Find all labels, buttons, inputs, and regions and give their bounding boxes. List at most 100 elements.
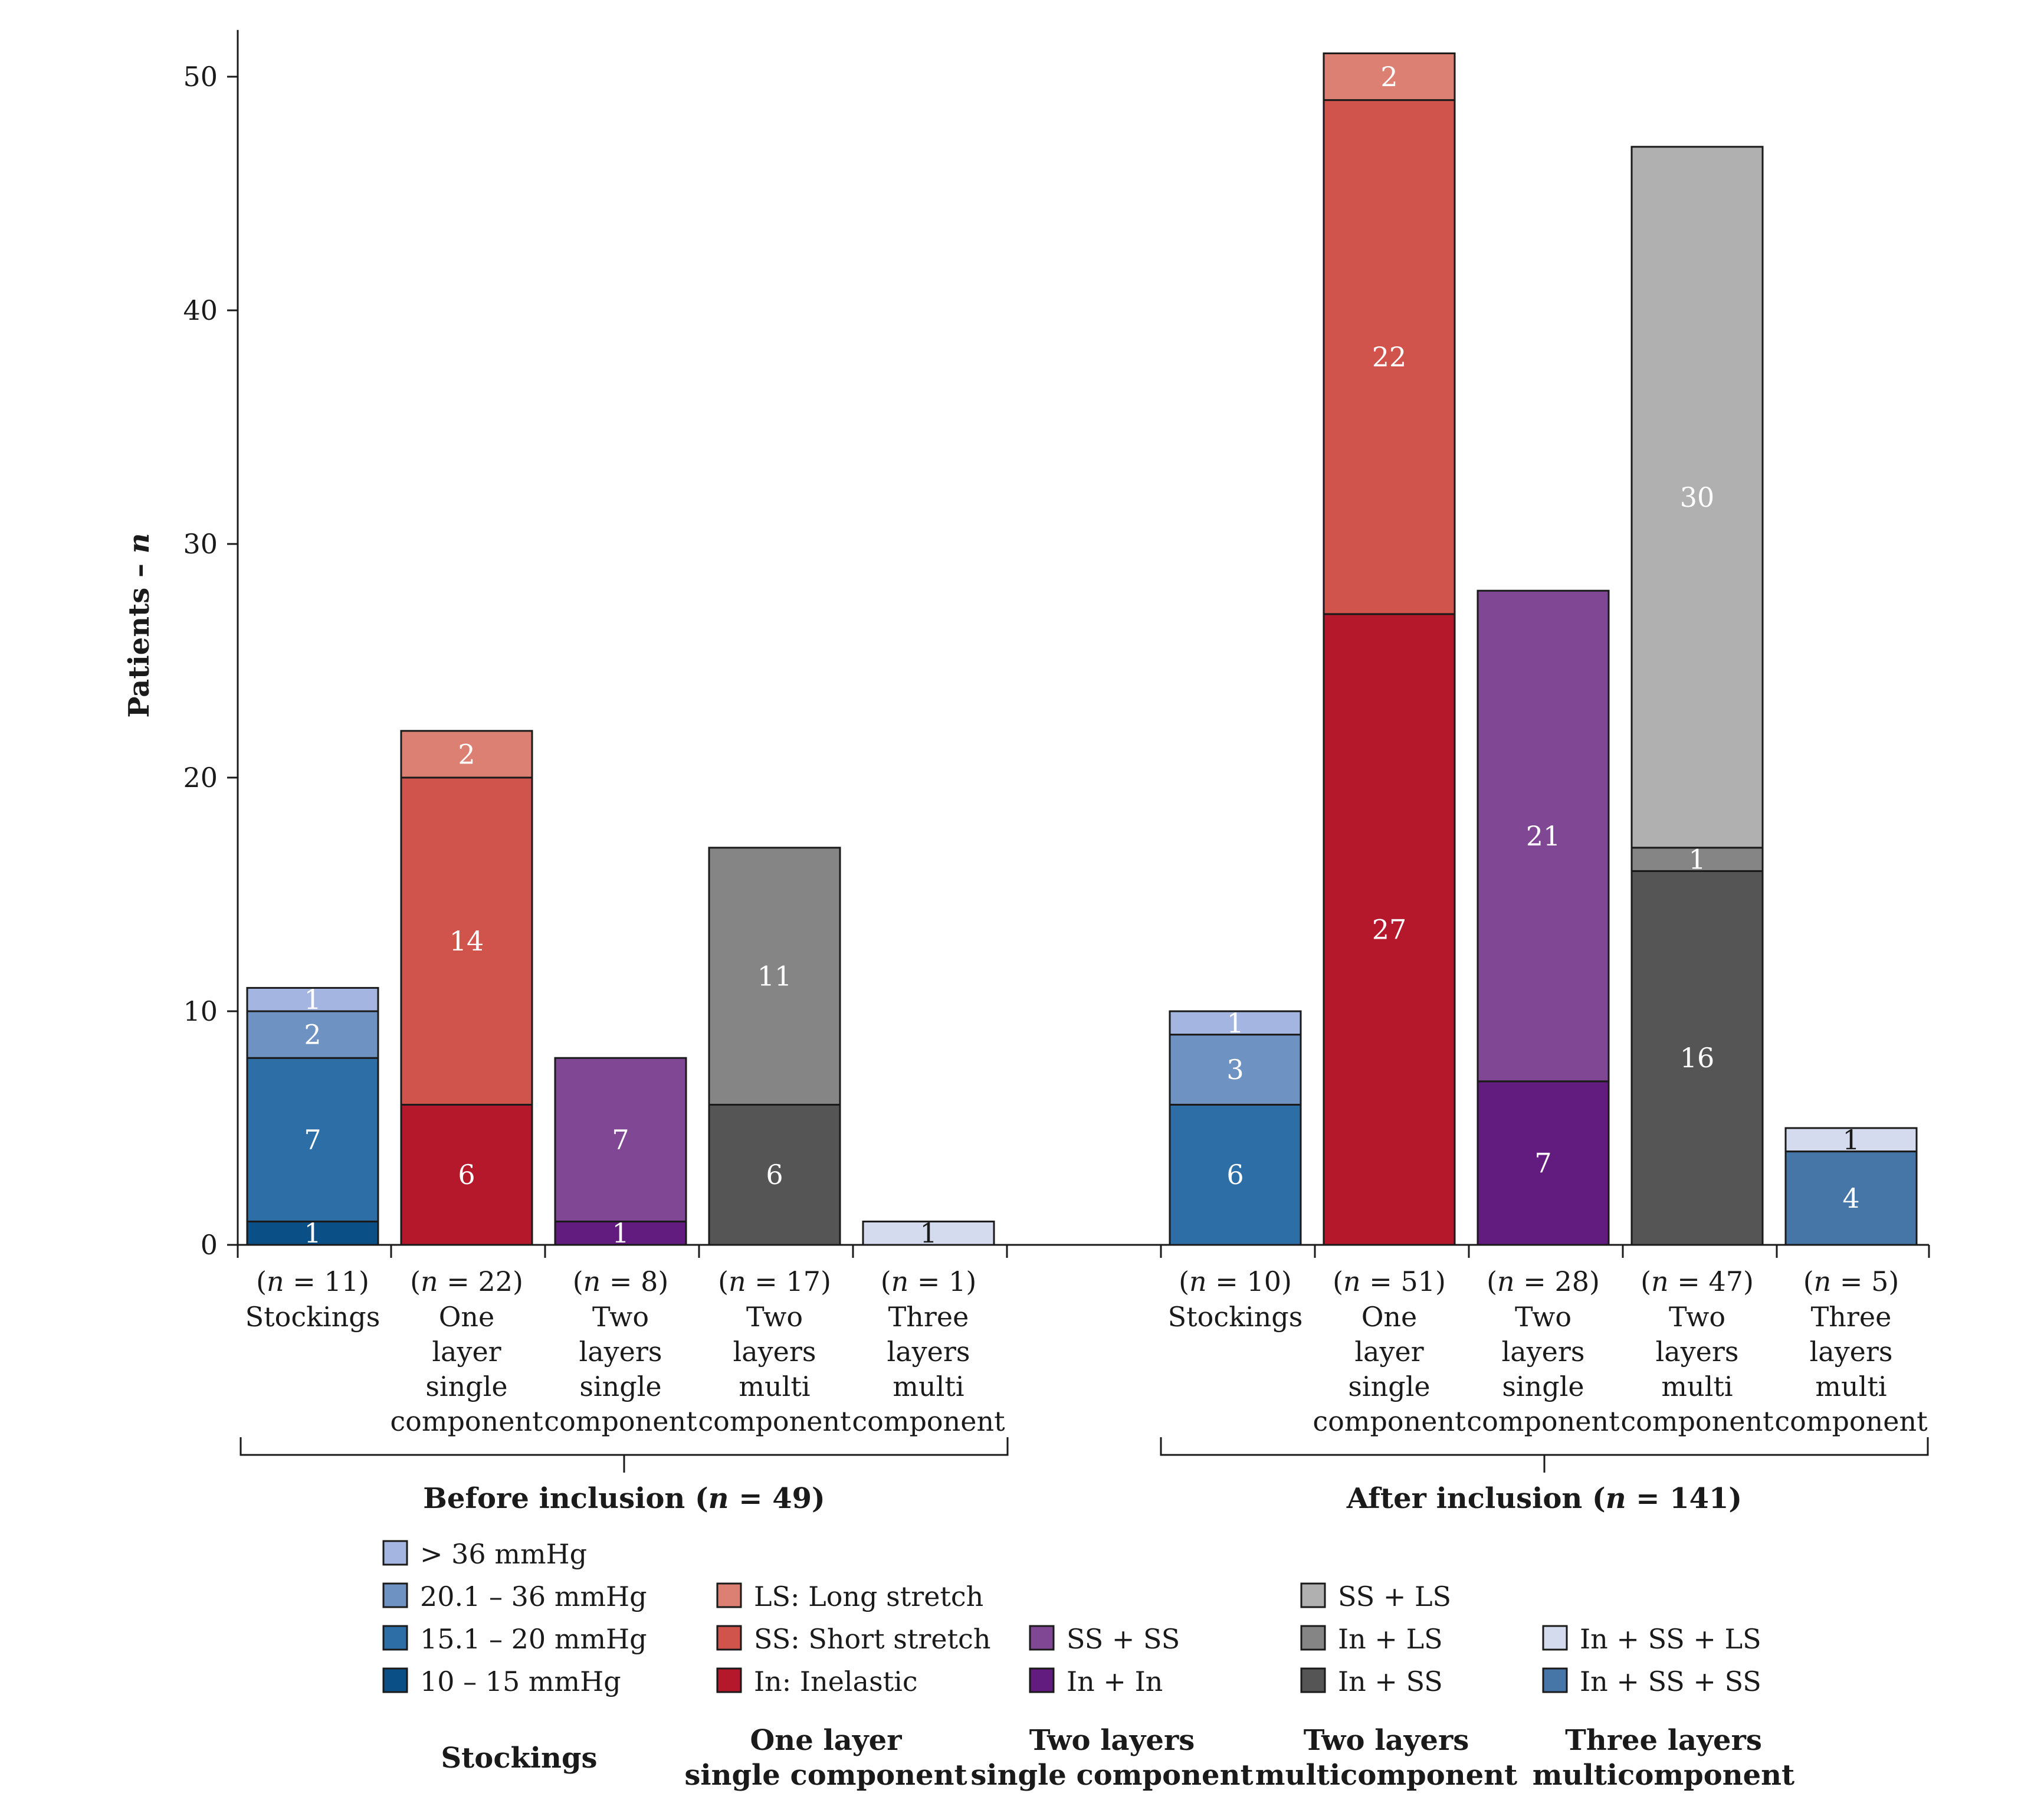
segment-value-label: 11: [757, 960, 792, 992]
bar-segment: [1630, 146, 1764, 849]
bar-segment: [1323, 613, 1456, 1246]
category-name-label: single: [579, 1371, 661, 1402]
segment-value-label: 14: [450, 925, 484, 957]
group-label: After inclusion (n = 141): [1346, 1482, 1742, 1515]
y-tick-label: 10: [183, 995, 218, 1027]
category-name-label: component: [1774, 1405, 1928, 1437]
category-name-label: Three: [1811, 1301, 1892, 1333]
category-name-label: Stockings: [245, 1301, 380, 1333]
bar-segment: [1477, 589, 1610, 1083]
category-name-label: component: [852, 1405, 1005, 1437]
legend-swatch: [1300, 1625, 1326, 1651]
legend-item-label: In + SS: [1338, 1666, 1443, 1697]
legend-item-label: In + In: [1067, 1666, 1163, 1697]
legend-group-title: multicomponent: [1255, 1759, 1517, 1792]
category-n-label: (n = 8): [573, 1266, 669, 1297]
bar-segment: [708, 847, 841, 1106]
bar-segment: [1477, 1080, 1610, 1246]
group-label: Before inclusion (n = 49): [423, 1482, 825, 1515]
category-name-label: multi: [1815, 1371, 1886, 1402]
category-name-label: layers: [579, 1336, 662, 1368]
bar-segment: [1169, 1103, 1302, 1246]
legend-swatch: [382, 1667, 408, 1693]
y-tick-label: 0: [201, 1229, 218, 1261]
segment-value-label: 30: [1680, 481, 1715, 513]
category-name-label: component: [390, 1405, 543, 1437]
y-tick-label: 50: [183, 61, 218, 93]
segment-value-label: 2: [304, 1019, 321, 1051]
category-n-label: (n = 51): [1333, 1266, 1446, 1297]
legend-swatch: [382, 1540, 408, 1566]
legend-swatch: [1542, 1625, 1568, 1651]
category-n-label: (n = 22): [410, 1266, 523, 1297]
x-category-labels: (n = 11)Stockings(n = 22)Onelayersinglec…: [245, 1266, 1928, 1437]
category-n-label: (n = 1): [881, 1266, 977, 1297]
legend-swatch: [1029, 1625, 1055, 1651]
category-name-label: multi: [739, 1371, 810, 1402]
bar-segment: [246, 1057, 379, 1222]
segment-value-label: 1: [1842, 1124, 1859, 1156]
legend-swatch: [716, 1667, 742, 1693]
bar-segment: [862, 1220, 995, 1246]
category-name-label: component: [1620, 1405, 1774, 1437]
group-bracket: [239, 1437, 1009, 1473]
segment-value-label: 7: [612, 1124, 629, 1156]
legend-swatch: [716, 1582, 742, 1608]
legend-swatch: [1029, 1667, 1055, 1693]
segment-value-label: 1: [304, 1217, 321, 1249]
category-name-label: component: [698, 1405, 851, 1437]
legend-swatch: [382, 1582, 408, 1608]
legend-item-label: 15.1 – 20 mmHg: [420, 1623, 647, 1655]
segment-value-label: 6: [458, 1159, 475, 1191]
legend-item-label: LS: Long stretch: [754, 1581, 983, 1612]
legend-item-label: SS: Short stretch: [754, 1623, 990, 1655]
category-name-label: single: [425, 1371, 507, 1402]
legend-item-label: > 36 mmHg: [420, 1538, 587, 1570]
bar-segment: [1784, 1127, 1918, 1153]
category-name-label: Two: [592, 1301, 649, 1333]
legend-item-label: In: Inelastic: [754, 1666, 918, 1697]
category-n-label: (n = 10): [1179, 1266, 1292, 1297]
segment-value-label: 1: [1226, 1007, 1244, 1039]
category-name-label: component: [1466, 1405, 1620, 1437]
y-tick-label: 40: [183, 294, 218, 326]
category-name-label: single: [1502, 1371, 1584, 1402]
segment-value-label: 7: [1534, 1147, 1551, 1179]
legend-item-label: In + SS + LS: [1580, 1623, 1761, 1655]
legend-group-title: Stockings: [441, 1742, 597, 1775]
category-n-label: (n = 28): [1487, 1266, 1600, 1297]
bar-segment: [400, 730, 533, 779]
category-name-label: One: [1361, 1301, 1418, 1333]
segment-value-label: 1: [920, 1217, 937, 1249]
y-tick-label: 30: [183, 528, 218, 560]
segment-value-label: 27: [1372, 913, 1407, 945]
legend: > 36 mmHg 20.1 – 36 mmHg 15.1 – 20 mmHg 10 …: [382, 1538, 1794, 1792]
category-name-label: layers: [1810, 1336, 1893, 1368]
legend-group-title: multicomponent: [1533, 1759, 1794, 1792]
segment-value-label: 3: [1226, 1054, 1244, 1086]
category-name-label: layers: [733, 1336, 816, 1368]
legend-item-label: 10 – 15 mmHg: [420, 1666, 621, 1697]
legend-swatch: [382, 1625, 408, 1651]
legend-group-title: One layer: [750, 1724, 902, 1757]
category-name-label: layer: [1354, 1336, 1423, 1368]
bar-segment: [1323, 52, 1456, 101]
category-n-label: (n = 17): [718, 1266, 831, 1297]
category-name-label: One: [439, 1301, 495, 1333]
category-name-label: layers: [887, 1336, 970, 1368]
y-axis-title: Patients – n: [123, 533, 156, 717]
category-name-label: Three: [888, 1301, 969, 1333]
legend-swatch: [1300, 1667, 1326, 1693]
bar-segment: [1630, 847, 1764, 872]
category-n-label: (n = 5): [1803, 1266, 1899, 1297]
bar-segment: [1630, 870, 1764, 1246]
legend-item-label: In + LS: [1338, 1623, 1443, 1655]
bar-segment: [554, 1220, 687, 1246]
bar-segment: [400, 776, 533, 1106]
segment-value-label: 1: [612, 1217, 629, 1249]
bar-segment: [708, 1103, 841, 1246]
segment-value-label: 6: [1226, 1159, 1244, 1191]
segment-value-label: 7: [304, 1124, 321, 1156]
segment-value-label: 2: [458, 738, 475, 770]
